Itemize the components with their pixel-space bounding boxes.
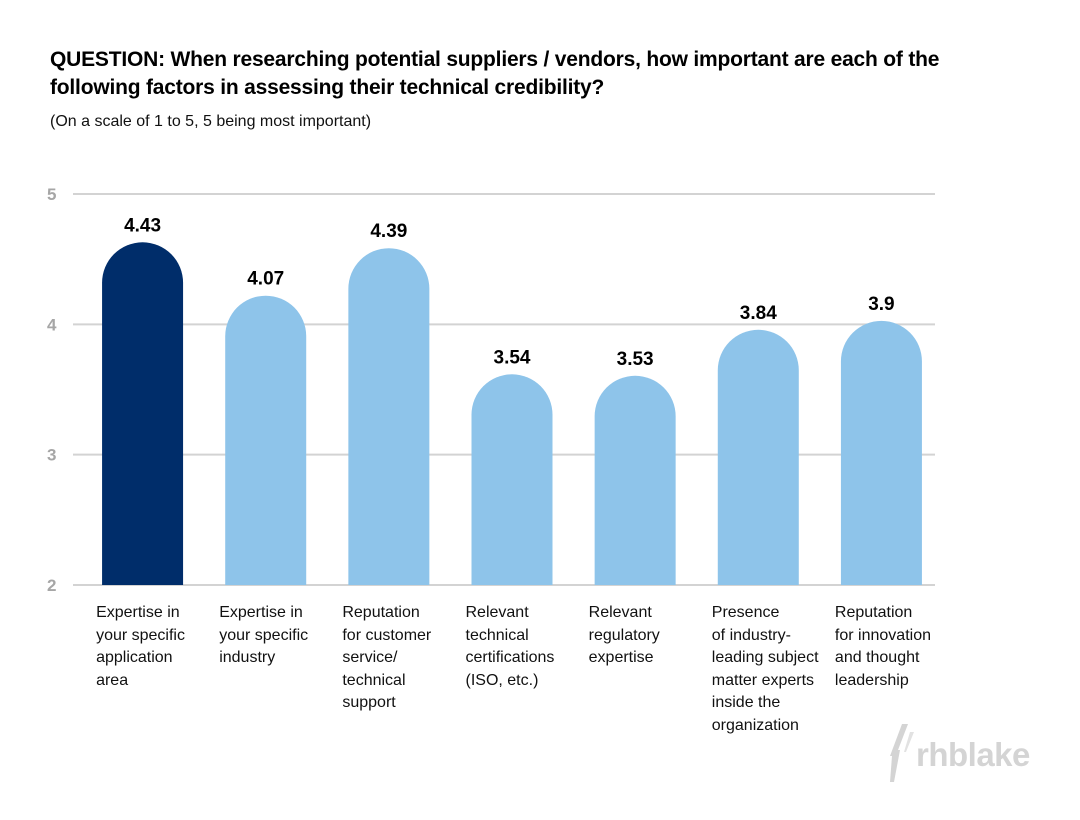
x-tick-label: Expertise in your specific application a… [96, 604, 185, 689]
y-axis-ticks: 5 4 3 2 [47, 185, 57, 595]
y-tick-label: 4 [47, 315, 57, 334]
value-label: 3.53 [617, 349, 654, 370]
bar [717, 329, 799, 585]
x-tick-label: Relevant technical certifications (ISO, … [465, 604, 555, 689]
x-tick-label: Expertise in your specific industry [219, 604, 309, 666]
value-label: 3.54 [494, 347, 531, 368]
value-label: 3.84 [740, 303, 777, 324]
value-label: 4.39 [370, 221, 407, 242]
chart-subtitle: (On a scale of 1 to 5, 5 being most impo… [50, 113, 372, 130]
y-tick-label: 5 [47, 185, 56, 204]
x-tick-label: Relevant regulatory expertise [588, 604, 660, 666]
bar [348, 248, 430, 585]
bar [594, 375, 676, 585]
value-label: 3.9 [868, 294, 894, 315]
bar [840, 320, 922, 585]
x-tick-label: Reputation for customer service/ technic… [342, 604, 432, 711]
logo-mark-icon [890, 724, 914, 782]
y-tick-label: 3 [47, 446, 56, 465]
bars [102, 242, 922, 585]
value-label: 4.07 [247, 269, 284, 290]
bar [225, 295, 307, 585]
value-labels: 4.43 4.07 4.39 3.54 3.53 3.84 3.9 [124, 215, 895, 370]
x-tick-label: Reputation for innovation and thought le… [834, 604, 931, 689]
value-label: 4.43 [124, 215, 161, 236]
rhblake-logo: rhblake [888, 722, 1038, 784]
y-tick-label: 2 [47, 576, 56, 595]
bar [471, 374, 553, 585]
chart-title: QUESTION: When researching potential sup… [50, 48, 940, 99]
bar [102, 242, 184, 585]
logo-text: rhblake [916, 736, 1030, 773]
x-tick-label: Presence of industry- leading subject ma… [711, 604, 819, 734]
